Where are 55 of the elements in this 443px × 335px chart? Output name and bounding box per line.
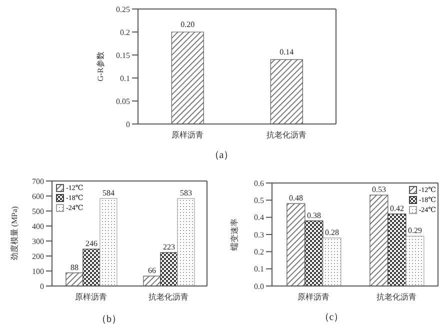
data-label: 0.29 [408,226,422,236]
text: （c） [318,311,345,324]
y-tick-label: 300 [32,236,44,246]
y-tick-label: 0 [126,120,130,129]
data-label: 0.38 [306,210,321,220]
y-tick-label: 0.25 [116,4,130,14]
data-label: 0.42 [390,204,404,213]
y-tick-label: 100 [32,266,44,276]
bar [177,198,195,286]
y-tick-label: 0.0 [254,282,264,291]
data-label: 246 [85,239,98,248]
y-tick-label: 0.3 [254,230,264,240]
y-tick-label: 0.15 [116,50,130,60]
y-axis-title: 蠕变速率 [230,218,239,250]
bar [406,236,424,286]
x-tick-label: 原样沥青 [298,292,330,302]
y-tick-label: 400 [32,222,44,231]
y-tick-label: 600 [32,192,44,201]
text: （b） [96,313,122,326]
y-tick-label: 700 [32,176,44,186]
y-tick-label: 0.2 [120,28,130,37]
y-tick-label: 500 [32,206,44,216]
y-tick-label: 0.1 [120,74,130,83]
y-tick-label: 200 [32,252,44,261]
bar [322,238,342,286]
y-tick-label: 0.6 [254,178,264,188]
data-label: 0.14 [280,48,294,57]
data-label: 88 [70,262,78,272]
data-label: 584 [102,188,114,198]
data-label: 66 [148,266,156,276]
x-tick-label: 抗老化沥青 [148,292,188,302]
data-label: 583 [180,188,192,198]
x-tick-label: 原样沥青 [74,292,107,302]
data-label: 0.48 [288,194,303,203]
bar [388,214,406,286]
text: （a） [208,149,235,162]
y-tick-label: 0.05 [116,96,130,106]
data-label: 0.53 [372,185,386,194]
bar [100,198,118,286]
bar [160,252,178,286]
y-axis-title: 劲度模量 (MPa) [10,206,19,261]
bar [82,248,100,286]
bar [304,220,324,286]
y-tick-label: 0.5 [254,196,264,206]
data-label: 0.28 [324,228,339,237]
y-tick-label: 0.1 [254,264,264,274]
y-axis-title: G-R参数 [96,52,105,82]
x-tick-label: 原样沥青 [172,130,204,140]
data-label: 0.20 [180,20,195,29]
y-tick-label: 0.4 [254,213,264,222]
data-label: 223 [162,242,175,252]
x-tick-label: 抗老化沥青 [376,292,416,302]
y-tick-label: 0.2 [254,248,264,257]
x-tick-label: 抗老化沥青 [266,130,306,140]
y-tick-label: 0 [40,282,44,291]
